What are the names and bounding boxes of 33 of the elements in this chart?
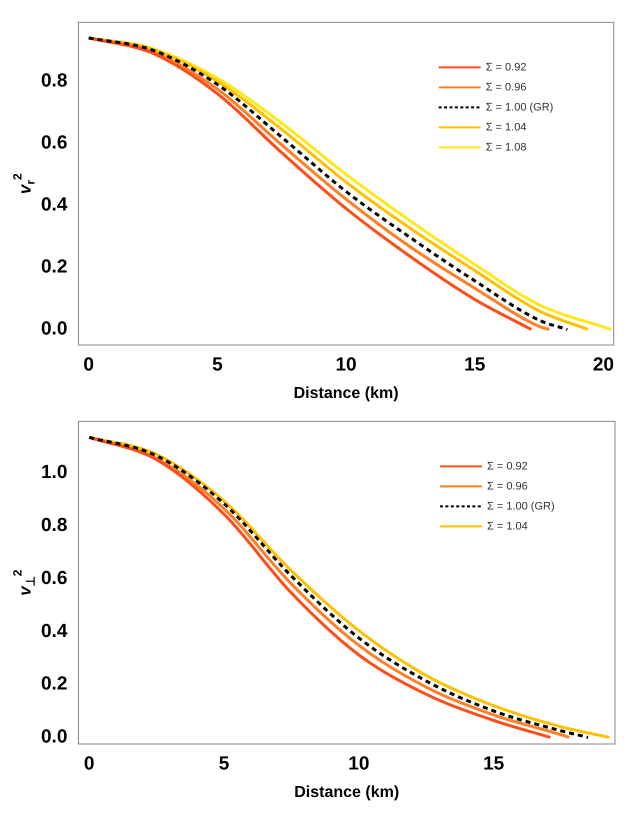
legend-label: Σ = 1.08	[486, 141, 526, 154]
y-tick-label: 0.4	[40, 620, 68, 642]
legend-label: Σ = 0.96	[487, 480, 528, 492]
y-tick-label: 0.8	[40, 70, 68, 92]
x-tick-label: 0	[83, 354, 94, 376]
y-tick-label: 0.8	[40, 515, 68, 536]
legend-label: Σ = 1.04	[487, 520, 528, 532]
x-axis-title: Distance (km)	[294, 784, 400, 801]
y-tick-label: 0.6	[40, 132, 68, 154]
y-tick-label: 0.4	[40, 194, 68, 216]
y-tick-label: 0.2	[40, 256, 68, 278]
y-tick-label: 0.0	[40, 726, 68, 748]
y-axis-title: vr2	[10, 172, 38, 194]
y-tick-label: 0.0	[40, 318, 68, 340]
x-tick-label: 15	[483, 754, 505, 775]
legend-label: Σ = 1.04	[486, 121, 526, 134]
legend-label: Σ = 1.00 (GR)	[487, 500, 555, 512]
legend-label: Σ = 1.00 (GR)	[486, 101, 554, 114]
x-tick-label: 5	[218, 754, 230, 775]
y-tick-label: 0.2	[40, 674, 68, 695]
legend-label: Σ = 0.92	[487, 460, 528, 472]
x-tick-label: 0	[84, 754, 94, 775]
x-axis-title: Distance (km)	[294, 384, 399, 402]
x-tick-label: 5	[212, 354, 224, 376]
y-tick-label: 1.0	[40, 462, 68, 484]
y-axis-title: v⊥2	[10, 569, 38, 596]
x-tick-label: 20	[592, 354, 614, 376]
x-tick-label: 15	[464, 354, 486, 376]
x-tick-label: 10	[348, 754, 370, 775]
legend-label: Σ = 0.96	[486, 81, 526, 94]
y-tick-label: 0.6	[40, 568, 68, 589]
x-tick-label: 10	[335, 354, 357, 376]
legend-label: Σ = 0.92	[486, 61, 526, 74]
